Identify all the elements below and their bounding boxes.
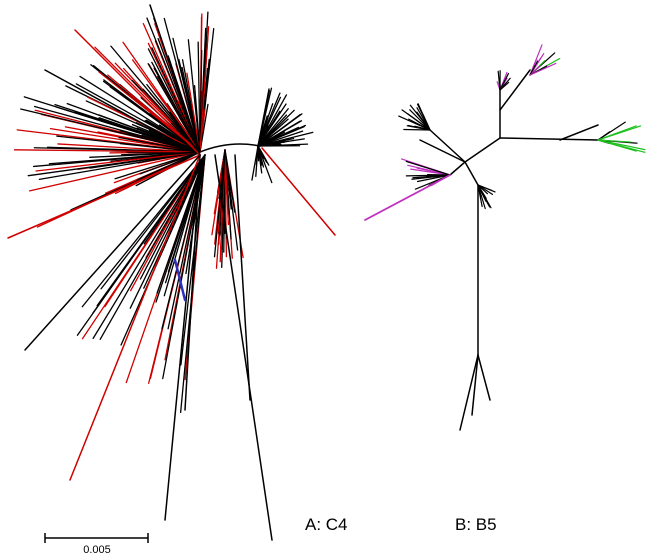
branch [24,154,201,351]
branch [54,103,201,153]
branch [597,139,632,143]
branch [139,151,201,175]
branch [257,94,288,147]
branch [419,139,466,163]
branch [257,145,265,168]
branch [142,88,201,153]
branch [257,103,287,147]
branch [529,60,539,76]
branch [597,131,611,141]
branch [120,154,206,346]
branch [477,184,487,199]
branch [398,115,431,131]
branch [102,80,201,153]
branch [255,145,259,177]
branch [89,151,201,158]
branch [28,151,201,192]
branch [114,151,201,180]
branch [20,108,201,153]
branch [405,160,451,176]
branch [173,258,187,302]
branch [118,136,201,153]
branch [234,154,251,401]
branch [33,105,201,153]
scale-label: 0.005 [83,544,111,556]
branch [38,151,201,181]
branch [529,62,557,76]
branch [163,17,201,153]
branch [406,125,431,131]
panel-label: A: C4 [305,515,348,534]
branch [407,113,431,131]
branch [429,129,466,163]
branch [459,354,479,431]
branch [499,72,510,91]
branch [364,174,451,221]
branch [136,151,201,181]
branch [224,149,228,258]
branch [92,154,206,314]
branch [167,55,201,153]
branch [7,154,201,239]
branch [257,88,270,147]
branch [151,47,201,153]
branch [257,145,265,159]
branch [164,154,201,521]
branch [416,111,431,131]
branch [477,184,482,198]
branch [449,161,466,176]
branch [199,103,209,153]
branch [44,69,201,156]
branch [186,72,201,153]
branch [597,139,646,153]
branch [156,154,206,294]
branch [411,174,451,180]
branch [149,4,201,156]
branch [48,151,201,165]
trees [7,4,646,541]
branch [187,39,201,153]
branch [100,154,206,290]
branch [214,154,273,541]
branch [74,29,201,156]
branch [199,49,203,153]
branch [199,143,261,153]
branch [257,109,295,147]
panel-label: B: B5 [455,515,497,534]
branch [597,125,637,141]
branch [464,161,479,186]
branch [477,184,496,193]
branch [464,137,501,163]
branch [477,354,491,401]
branch [184,154,201,411]
branch [261,147,336,236]
branch [13,149,201,153]
branch [499,137,599,141]
branch [122,41,201,153]
branch [471,354,479,416]
branch [147,63,201,153]
branch [499,77,511,91]
branch [199,26,210,153]
branch [224,149,239,251]
branch [257,113,303,147]
branch [35,151,201,172]
branch [180,154,206,366]
branch [559,124,599,141]
branch [110,45,201,153]
branch [56,135,201,153]
branch [499,69,531,111]
branch [257,126,300,147]
branch [69,154,201,481]
branch [92,154,206,340]
branch [257,142,281,147]
branch [257,108,289,147]
branch [220,149,226,209]
